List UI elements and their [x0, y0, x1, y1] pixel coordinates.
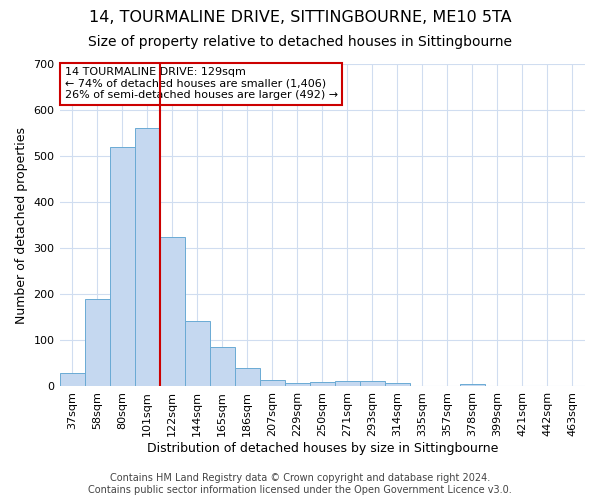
Text: 14, TOURMALINE DRIVE, SITTINGBOURNE, ME10 5TA: 14, TOURMALINE DRIVE, SITTINGBOURNE, ME1…	[89, 10, 511, 25]
Text: Contains HM Land Registry data © Crown copyright and database right 2024.
Contai: Contains HM Land Registry data © Crown c…	[88, 474, 512, 495]
Bar	[360, 381, 385, 386]
Bar	[134, 128, 160, 386]
Bar	[85, 299, 110, 386]
Text: Size of property relative to detached houses in Sittingbourne: Size of property relative to detached ho…	[88, 35, 512, 49]
Bar	[385, 383, 410, 386]
Bar	[185, 320, 209, 386]
Bar	[335, 381, 360, 386]
Text: 14 TOURMALINE DRIVE: 129sqm
← 74% of detached houses are smaller (1,406)
26% of : 14 TOURMALINE DRIVE: 129sqm ← 74% of det…	[65, 67, 338, 100]
Bar	[110, 147, 134, 386]
Y-axis label: Number of detached properties: Number of detached properties	[15, 126, 28, 324]
Bar	[310, 382, 335, 386]
X-axis label: Distribution of detached houses by size in Sittingbourne: Distribution of detached houses by size …	[146, 442, 498, 455]
Bar	[160, 236, 185, 386]
Bar	[235, 368, 260, 386]
Bar	[59, 372, 85, 386]
Bar	[285, 383, 310, 386]
Bar	[209, 348, 235, 387]
Bar	[460, 384, 485, 386]
Bar	[260, 380, 285, 386]
